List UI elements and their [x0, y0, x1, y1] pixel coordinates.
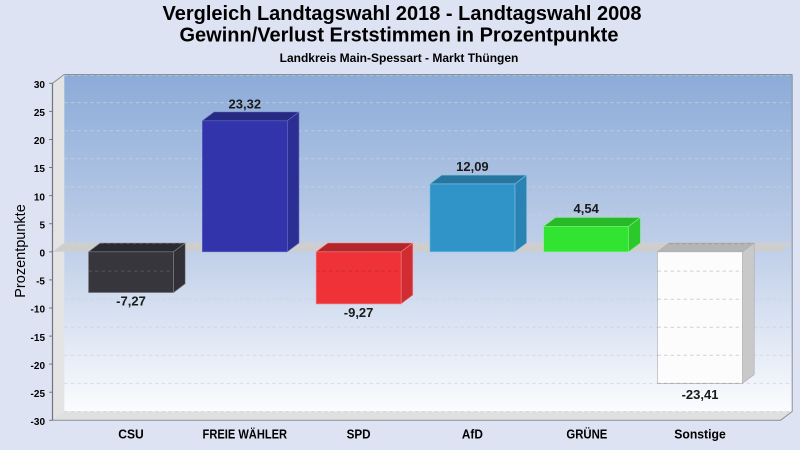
- svg-text:FREIE WÄHLER: FREIE WÄHLER: [203, 427, 288, 442]
- svg-text:20: 20: [34, 136, 46, 147]
- svg-text:-30: -30: [31, 417, 46, 428]
- svg-text:Gewinn/Verlust Erststimmen in: Gewinn/Verlust Erststimmen in Prozentpun…: [180, 24, 619, 46]
- svg-text:10: 10: [34, 192, 46, 203]
- svg-text:SPD: SPD: [347, 428, 371, 442]
- svg-text:-7,27: -7,27: [116, 294, 146, 309]
- svg-text:Landkreis Main-Spessart - Mark: Landkreis Main-Spessart - Markt Thüngen: [280, 51, 519, 65]
- svg-text:-25: -25: [31, 389, 46, 400]
- svg-text:-20: -20: [31, 361, 46, 372]
- svg-text:Sonstige: Sonstige: [674, 428, 726, 442]
- svg-text:-15: -15: [31, 333, 46, 344]
- svg-text:5: 5: [39, 220, 45, 231]
- svg-text:CSU: CSU: [118, 428, 144, 442]
- svg-text:-10: -10: [31, 305, 46, 316]
- svg-text:Vergleich Landtagswahl 2018 -: Vergleich Landtagswahl 2018 - Landtagswa…: [162, 3, 641, 25]
- svg-text:GRÜNE: GRÜNE: [566, 427, 607, 442]
- svg-text:-9,27: -9,27: [344, 305, 374, 320]
- svg-text:0: 0: [39, 249, 45, 260]
- svg-text:15: 15: [34, 164, 46, 175]
- svg-text:25: 25: [34, 108, 46, 119]
- svg-text:-23,41: -23,41: [682, 387, 719, 402]
- svg-text:12,09: 12,09: [456, 159, 489, 174]
- svg-text:23,32: 23,32: [229, 97, 262, 112]
- svg-text:4,54: 4,54: [574, 201, 600, 216]
- svg-text:AfD: AfD: [462, 428, 483, 442]
- svg-text:-5: -5: [36, 277, 45, 288]
- svg-text:Prozentpunkte: Prozentpunkte: [13, 204, 29, 298]
- svg-text:30: 30: [34, 80, 46, 91]
